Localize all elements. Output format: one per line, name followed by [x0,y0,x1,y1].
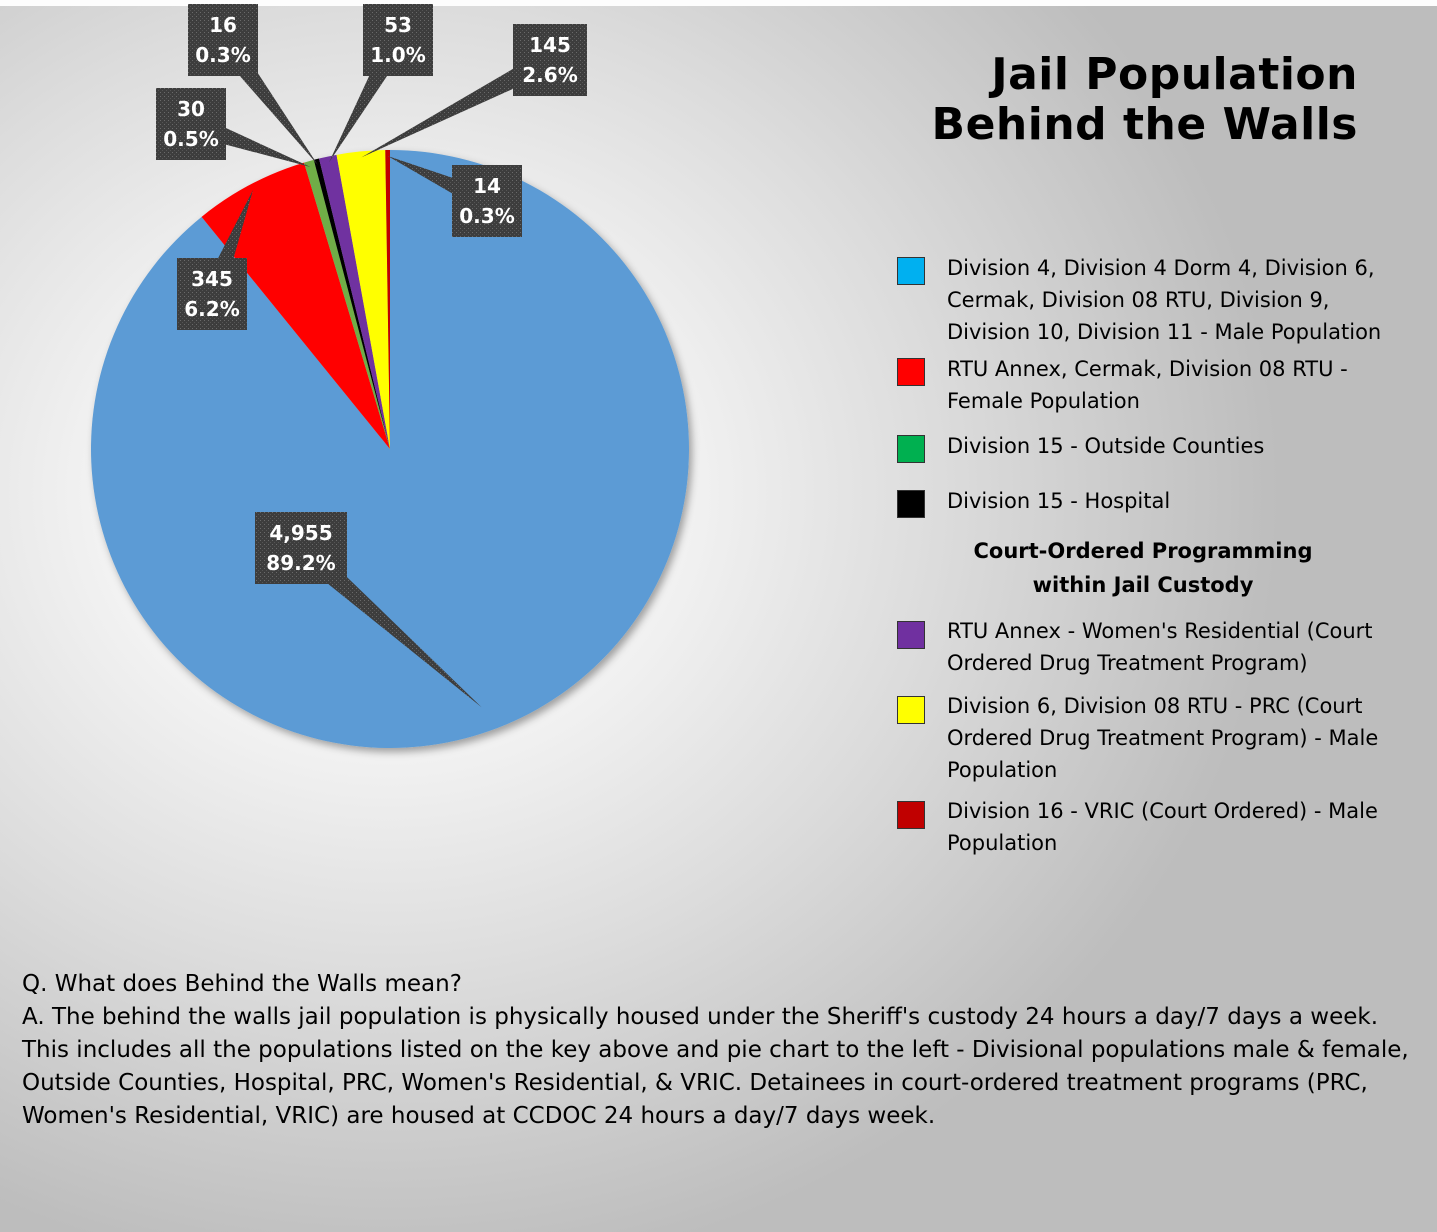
pie-slice-vric [385,150,390,449]
data-label-box [156,88,226,160]
data-label-box [363,4,433,76]
pie-slice-hospital [313,158,390,450]
faq-answer: A. The behind the walls jail population … [22,1004,1409,1129]
legend-label: RTU Annex, Cermak, Division 08 RTU - Fem… [947,357,1348,413]
data-label-value: 16 [209,13,237,37]
chart-subtitle: Behind the Walls [931,99,1358,150]
data-label-box [188,4,258,76]
pie-slice-prc [336,150,390,450]
legend-swatch [897,621,925,649]
legend-label: Division 15 - Hospital [947,489,1171,513]
pie-slice-female-population [201,162,390,449]
top-border [0,0,1437,6]
legend-swatch [897,257,925,285]
legend-swatch [897,801,925,829]
legend-heading: Court-Ordered Programming within Jail Cu… [973,539,1313,597]
data-label-box [177,258,247,330]
data-label-value: 345 [191,267,233,291]
pie-chart: 4,955 89.2% 345 6.2% 30 0.5% 16 0.3% 53 1.0% 145 2.… [90,4,689,748]
data-label-percent: 1.0% [370,43,425,67]
chart-title: Jail Population Behind the Walls [880,50,1358,150]
legend-label: Division 16 - VRIC (Court Ordered) - Mal… [947,799,1378,855]
legend-label: Division 15 - Outside Counties [947,434,1265,458]
data-label-percent: 6.2% [184,297,239,321]
legend-swatch [897,490,925,518]
pie-slice-womens-residential [319,154,390,449]
data-label-value: 53 [384,13,412,37]
legend-label: Division 4, Division 4 Dorm 4, Division … [947,256,1382,344]
data-label-percent: 89.2% [266,551,335,575]
legend-swatch [897,696,925,724]
faq-question: Q. What does Behind the Walls mean? [22,971,462,997]
data-label-percent: 0.3% [459,204,514,228]
data-label-box [452,165,522,237]
legend-swatch [897,435,925,463]
data-label-percent: 0.3% [195,43,250,67]
data-label-value: 4,955 [269,521,332,545]
data-label-value: 14 [473,174,501,198]
chart-title-main: Jail Population [991,49,1358,100]
callout-leader [361,50,555,158]
legend-swatch [897,358,925,386]
data-label-box [513,24,587,96]
data-label-value: 145 [529,33,571,57]
legend-label: RTU Annex - Women's Residential (Court O… [947,619,1373,675]
pie-slice-outside-counties [304,159,390,449]
data-label-value: 30 [177,97,205,121]
data-label-percent: 0.5% [163,127,218,151]
faq-section: Q. What does Behind the Walls mean? A. T… [22,968,1417,1133]
legend-label: Division 6, Division 08 RTU - PRC (Court… [947,694,1379,782]
data-label-box [255,512,347,584]
data-label-percent: 2.6% [522,63,577,87]
